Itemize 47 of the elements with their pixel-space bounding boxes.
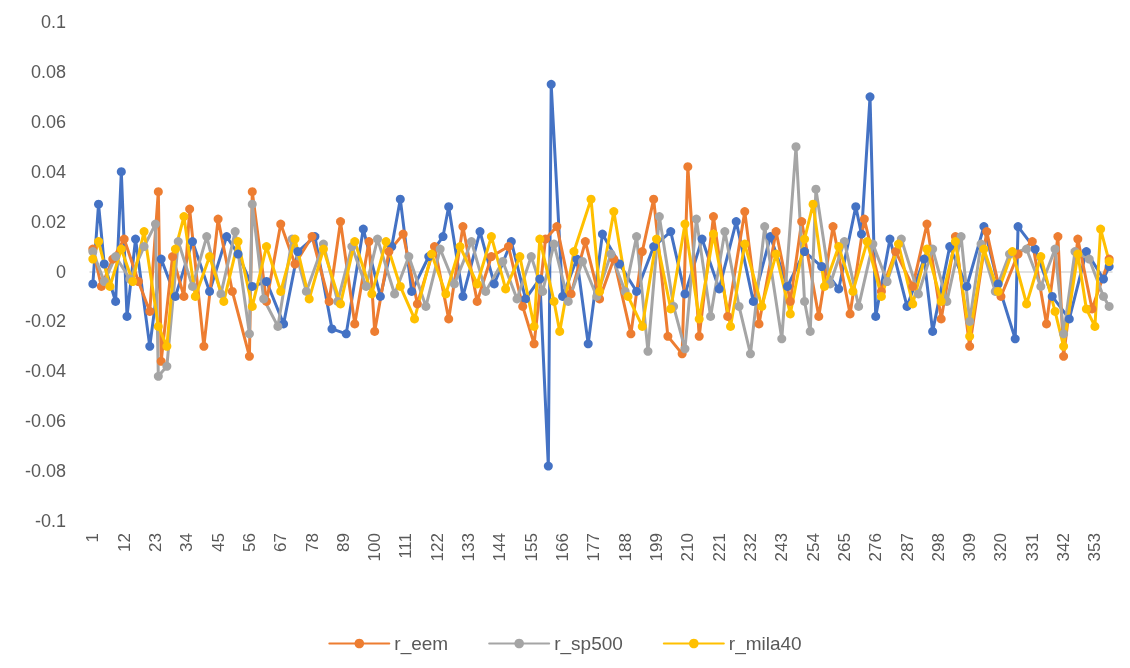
y-tick-label: 0 bbox=[55, 261, 66, 282]
x-tick-label: 177 bbox=[584, 533, 604, 562]
x-tick-label: 331 bbox=[1022, 533, 1042, 562]
x-tick-label: 34 bbox=[177, 533, 197, 552]
x-tick-label: 78 bbox=[302, 533, 322, 552]
y-tick-label: -0.06 bbox=[24, 411, 66, 432]
y-tick-label: -0.1 bbox=[34, 511, 66, 531]
x-tick-label: 342 bbox=[1054, 533, 1074, 562]
x-tick-label: 309 bbox=[960, 533, 980, 562]
x-tick-label: 221 bbox=[709, 533, 729, 562]
x-tick-label: 155 bbox=[521, 533, 541, 562]
y-tick-label: 0.06 bbox=[30, 111, 66, 132]
x-tick-label: 188 bbox=[615, 533, 635, 562]
x-tick-label: 243 bbox=[772, 533, 792, 562]
y-tick-label: 0.1 bbox=[40, 12, 66, 32]
y-tick-label: -0.08 bbox=[24, 461, 66, 482]
x-tick-label: 254 bbox=[803, 533, 823, 562]
legend-label: r_sp500 bbox=[554, 633, 623, 655]
x-tick-label: 100 bbox=[365, 533, 385, 562]
x-tick-label: 276 bbox=[866, 533, 886, 562]
y-tick-label: -0.04 bbox=[24, 361, 66, 382]
x-tick-label: 320 bbox=[991, 533, 1011, 562]
x-tick-label: 166 bbox=[553, 533, 573, 562]
x-tick-label: 210 bbox=[678, 533, 698, 562]
y-tick-label: 0.04 bbox=[30, 161, 66, 182]
x-tick-label: 111 bbox=[396, 533, 416, 559]
x-tick-label: 298 bbox=[928, 533, 948, 562]
x-tick-label: 265 bbox=[834, 533, 854, 562]
x-tick-label: 144 bbox=[490, 533, 510, 562]
x-tick-label: 199 bbox=[647, 533, 667, 562]
legend-label: r_eem bbox=[394, 633, 449, 655]
x-tick-label: 45 bbox=[208, 533, 228, 552]
x-tick-label: 67 bbox=[271, 533, 291, 552]
legend-label: r_mila40 bbox=[728, 633, 802, 655]
y-tick-label: -0.02 bbox=[24, 311, 66, 332]
x-tick-label: 287 bbox=[897, 533, 917, 562]
x-tick-label: 12 bbox=[114, 533, 134, 552]
x-tick-label: 56 bbox=[239, 533, 259, 552]
x-tick-label: 89 bbox=[333, 533, 353, 552]
x-tick-label: 232 bbox=[740, 533, 760, 562]
x-tick-label: 133 bbox=[459, 533, 479, 562]
y-tick-label: 0.08 bbox=[30, 61, 66, 82]
x-tick-label: 23 bbox=[145, 533, 165, 552]
x-tick-label: 1 bbox=[83, 533, 103, 543]
x-tick-label: 353 bbox=[1085, 533, 1105, 562]
y-tick-label: 0.02 bbox=[30, 211, 66, 232]
x-tick-label: 122 bbox=[427, 533, 447, 562]
